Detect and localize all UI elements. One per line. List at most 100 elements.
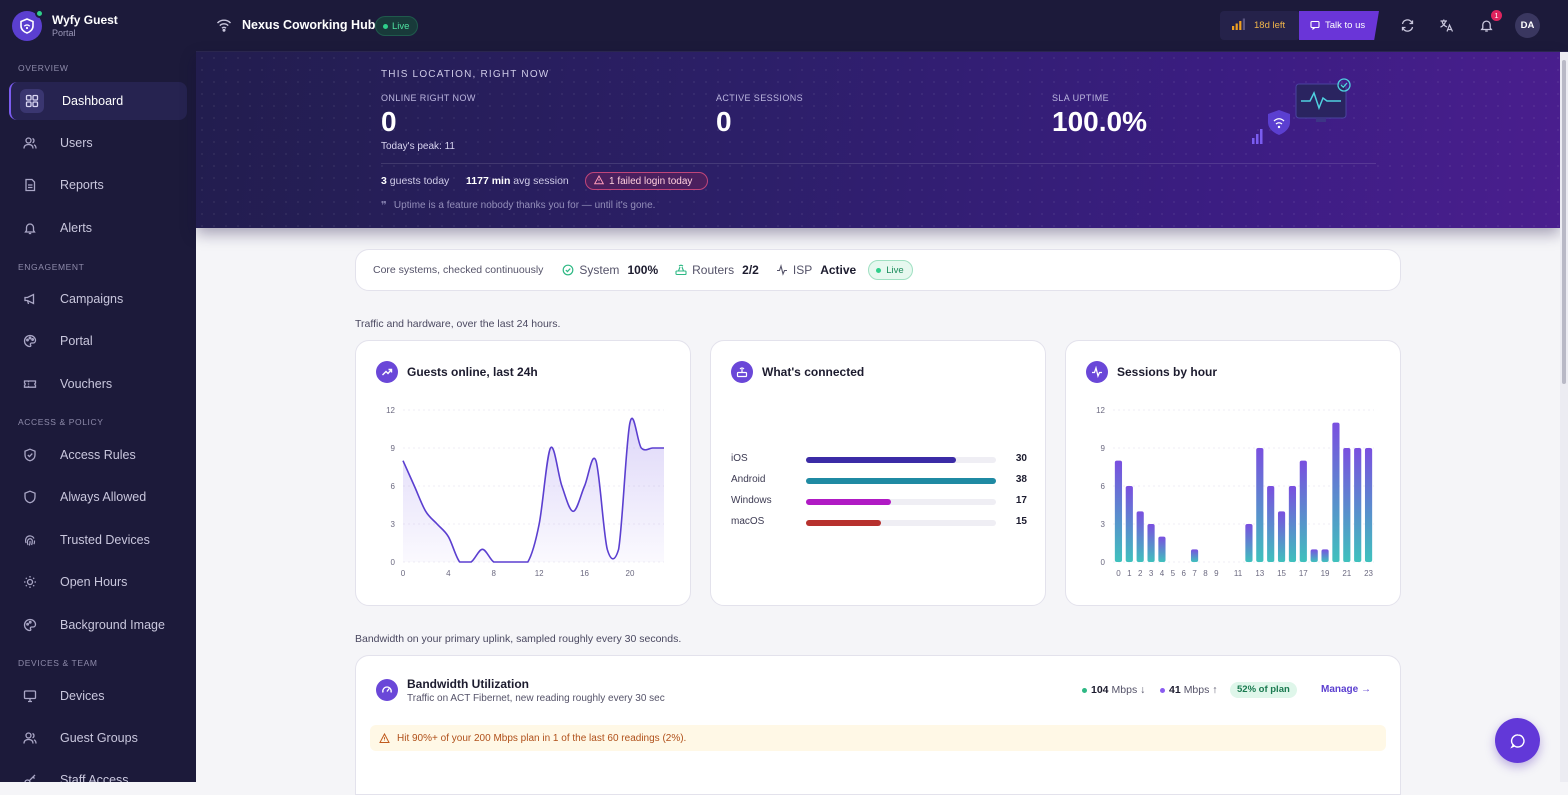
system-label: System: [579, 263, 619, 277]
bandwidth-warning: Hit 90%+ of your 200 Mbps plan in 1 of t…: [370, 725, 1386, 751]
hour-bar: [1311, 549, 1318, 562]
chat-bubble-icon: [1510, 733, 1526, 749]
stat-sessions-label: ACTIVE SESSIONS: [716, 93, 803, 103]
download-dot: [1082, 688, 1087, 693]
warning-icon: [379, 733, 390, 744]
manage-link[interactable]: Manage →: [1321, 684, 1371, 695]
shield-icon: [18, 443, 42, 467]
gauge-icon: [376, 679, 398, 701]
device-label: Windows: [731, 495, 772, 506]
x-tick-label: 21: [1342, 569, 1351, 578]
sidebar-item-label: Guest Groups: [60, 731, 138, 745]
sidebar-item-users[interactable]: Users: [9, 124, 187, 162]
brand[interactable]: Wyfy Guest Portal: [12, 10, 118, 42]
palette-icon: [18, 329, 42, 353]
device-bar: [806, 457, 956, 463]
users-icon: [18, 726, 42, 750]
sidebar-item-guest-groups[interactable]: Guest Groups: [9, 719, 187, 757]
brand-sub: Portal: [52, 27, 118, 39]
system-value: 100%: [627, 263, 658, 277]
sidebar-item-devices[interactable]: Devices: [9, 677, 187, 715]
translate-icon[interactable]: [1439, 18, 1454, 38]
sun-icon: [18, 570, 42, 594]
hour-bar: [1354, 448, 1361, 562]
upload-rate: 41 Mbps ↑: [1160, 684, 1218, 696]
monitor-icon: [18, 684, 42, 708]
chat-icon: [1310, 17, 1320, 35]
sidebar-item-access-rules[interactable]: Access Rules: [9, 436, 187, 474]
hero-banner: THIS LOCATION, RIGHT NOW ONLINE RIGHT NO…: [196, 52, 1560, 228]
sidebar-item-background-image[interactable]: Background Image: [9, 606, 187, 644]
shield-logo-icon: [12, 11, 42, 41]
device-count: 15: [1016, 516, 1027, 527]
hour-bar: [1332, 423, 1339, 562]
x-tick-label: 17: [1299, 569, 1308, 578]
hero-heading: THIS LOCATION, RIGHT NOW: [381, 69, 549, 80]
device-bar: [806, 478, 996, 484]
avatar[interactable]: DA: [1515, 13, 1540, 38]
x-tick-label: 6: [1181, 569, 1186, 578]
sidebar-item-staff-access[interactable]: Staff Access: [9, 761, 187, 782]
stat-sessions-value: 0: [716, 106, 732, 138]
x-tick-label: 4: [446, 569, 451, 578]
download-value: 104: [1091, 684, 1109, 696]
sidebar-item-open-hours[interactable]: Open Hours: [9, 563, 187, 601]
x-tick-label: 9: [1214, 569, 1219, 578]
y-tick-label: 6: [391, 482, 396, 491]
location-name[interactable]: Nexus Coworking Hub: [242, 18, 375, 32]
trial-indicator[interactable]: 18d left: [1220, 11, 1300, 40]
status-intro: Core systems, checked continuously: [373, 264, 543, 276]
hero-illustration: [1248, 76, 1358, 153]
top-bar: Nexus Coworking Hub Live 18d left Talk t…: [196, 0, 1568, 52]
megaphone-icon: [18, 287, 42, 311]
hour-bar: [1278, 511, 1285, 562]
sidebar-item-alerts[interactable]: Alerts: [9, 209, 187, 247]
device-bar: [806, 499, 891, 505]
check-circle-icon: [562, 264, 574, 276]
sidebar-item-label: Portal: [60, 334, 93, 348]
warning-icon: [594, 172, 604, 190]
scrollbar-thumb[interactable]: [1562, 60, 1566, 384]
hour-bar: [1191, 549, 1198, 562]
bell-icon: [18, 216, 42, 240]
status-live-label: Live: [886, 265, 903, 276]
sidebar: Wyfy Guest Portal OVERVIEW Dashboard Use…: [0, 0, 196, 782]
sidebar-item-trusted-devices[interactable]: Trusted Devices: [9, 521, 187, 559]
hour-bar: [1343, 448, 1350, 562]
device-bar-track: [806, 478, 996, 484]
sidebar-item-dashboard[interactable]: Dashboard: [9, 82, 187, 120]
sidebar-item-campaigns[interactable]: Campaigns: [9, 280, 187, 318]
stat-online-label: ONLINE RIGHT NOW: [381, 93, 476, 103]
device-count: 30: [1016, 453, 1027, 464]
sidebar-item-portal[interactable]: Portal: [9, 322, 187, 360]
hour-bar: [1137, 511, 1144, 562]
sidebar-item-label: Alerts: [60, 221, 92, 235]
hour-bar: [1365, 448, 1372, 562]
sidebar-item-label: Vouchers: [60, 377, 112, 391]
failed-login-badge[interactable]: 1 failed login today: [585, 172, 708, 190]
x-tick-label: 23: [1364, 569, 1373, 578]
bandwidth-caption: Bandwidth on your primary uplink, sample…: [355, 633, 681, 645]
sidebar-item-label: Staff Access: [60, 773, 129, 782]
quote-icon: ❞: [381, 199, 387, 212]
stat-online-sub: Today's peak: 11: [381, 141, 455, 152]
notifications-icon[interactable]: [1479, 18, 1494, 38]
device-bar: [806, 520, 881, 526]
sidebar-item-reports[interactable]: Reports: [9, 166, 187, 204]
routers-value: 2/2: [742, 263, 759, 277]
talk-label: Talk to us: [1325, 20, 1365, 31]
sidebar-item-always-allowed[interactable]: Always Allowed: [9, 478, 187, 516]
y-tick-label: 6: [1101, 482, 1106, 491]
hour-bar: [1321, 549, 1328, 562]
chat-fab[interactable]: [1495, 718, 1540, 763]
upload-unit: Mbps ↑: [1184, 684, 1218, 696]
talk-to-us-button[interactable]: Talk to us: [1299, 11, 1379, 40]
series-area: [403, 418, 664, 562]
x-tick-label: 7: [1192, 569, 1197, 578]
x-tick-label: 5: [1171, 569, 1176, 578]
sidebar-item-vouchers[interactable]: Vouchers: [9, 365, 187, 403]
refresh-icon[interactable]: [1400, 18, 1415, 38]
